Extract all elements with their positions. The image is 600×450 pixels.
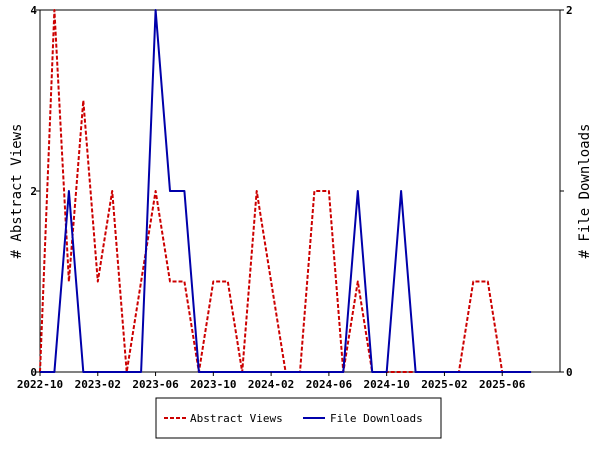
- x-tick-label: 2025-06: [479, 378, 526, 391]
- series-line-abstract-views: [39, 9, 504, 373]
- series-line-file-downloads: [40, 9, 532, 373]
- legend: Abstract Views File Downloads: [155, 397, 442, 439]
- series-lines: [39, 9, 532, 373]
- legend-box: [155, 397, 442, 439]
- x-tick-label: 2023-10: [190, 378, 236, 391]
- y-right-tick-label: 2: [566, 4, 573, 17]
- x-tick-label: 2025-02: [421, 378, 467, 391]
- y-left-tick-label: 0: [30, 366, 37, 379]
- y-left-tick-label: 2: [30, 185, 37, 198]
- y-axis-left-label: # Abstract Views: [9, 124, 25, 259]
- x-tick-label: 2024-06: [306, 378, 353, 391]
- legend-label-file-downloads: File Downloads: [330, 412, 423, 425]
- legend-label-abstract-views: Abstract Views: [190, 412, 283, 425]
- plot-area: [39, 9, 561, 373]
- x-tick-label: 2023-06: [132, 378, 179, 391]
- x-tick-label: 2022-10: [17, 378, 63, 391]
- plot-frame: [39, 9, 561, 373]
- x-tick-label: 2024-02: [248, 378, 294, 391]
- axes: 2022-10 2023-02 2023-06 2023-10 2024-02 2024-…: [17, 4, 573, 391]
- y-axis-right-label: # File Downloads: [577, 124, 593, 259]
- x-tick-label: 2023-02: [75, 378, 121, 391]
- x-tick-label: 2024-10: [363, 378, 409, 391]
- y-right-tick-label: 0: [566, 366, 573, 379]
- y-left-tick-label: 4: [30, 4, 37, 17]
